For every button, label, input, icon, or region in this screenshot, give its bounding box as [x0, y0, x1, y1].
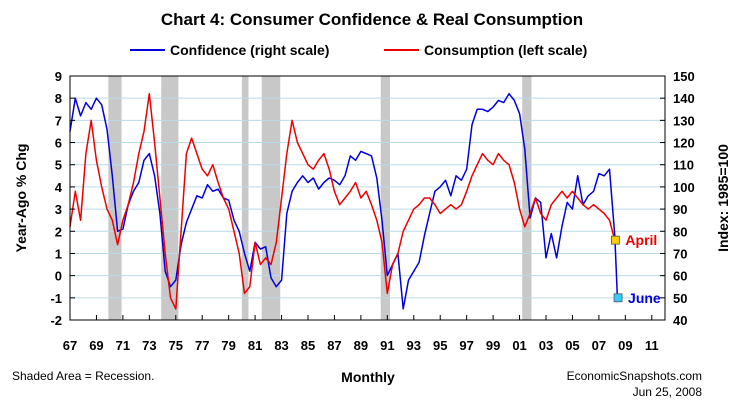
y-right-tick-label-0: 40	[673, 313, 687, 328]
date-note: Jun 25, 2008	[633, 385, 703, 399]
recession-band-5	[522, 76, 532, 320]
x-tick-label-87: 87	[327, 338, 341, 353]
x-tick-labels: 67 69 71 73 75 77 79 81 83 85 87 89 91 93 95 97 99 01 03 05…	[63, 338, 659, 353]
y-right-tick-label-11: 150	[673, 69, 695, 84]
legend-label-confidence: Confidence (right scale)	[170, 42, 329, 58]
x-tick-label-97: 97	[459, 338, 473, 353]
chart-title: Chart 4: Consumer Confidence & Real Cons…	[161, 10, 583, 29]
x-tick-label-01: 01	[512, 338, 526, 353]
x-tick-label-81: 81	[248, 338, 262, 353]
y-axis-right-label: Index: 1985=100	[715, 144, 731, 252]
y-right-tick-label-5: 90	[673, 202, 687, 217]
y-left-tick-label-5: 3	[55, 202, 62, 217]
x-axis-label: Monthly	[341, 369, 395, 385]
endpoint-label-june: June	[628, 290, 661, 306]
y-left-tick-label-0: -2	[50, 313, 62, 328]
x-tick-label-91: 91	[380, 338, 394, 353]
x-tick-label-75: 75	[169, 338, 183, 353]
x-tick-label-85: 85	[301, 338, 315, 353]
x-tick-label-93: 93	[407, 338, 421, 353]
x-tick-label-79: 79	[221, 338, 235, 353]
y-left-tick-label-6: 4	[55, 180, 63, 195]
x-tick-label-69: 69	[89, 338, 103, 353]
x-tick-label-67: 67	[63, 338, 77, 353]
confidence-line	[69, 92, 619, 310]
y-right-tick-label-4: 80	[673, 224, 687, 239]
endpoint-label-april: April	[625, 232, 657, 248]
y-right-tick-label-2: 60	[673, 269, 687, 284]
x-tick-label-83: 83	[274, 338, 288, 353]
y-right-tick-label-1: 50	[673, 291, 687, 306]
y-axis-left-label: Year-Ago % Chg	[13, 144, 29, 253]
y-left-tick-label-8: 6	[55, 136, 62, 151]
series-lines	[69, 92, 619, 310]
endpoint-markers: April June	[611, 232, 661, 306]
y-left-tick-label-3: 1	[55, 246, 62, 261]
y-right-tick-label-10: 140	[673, 91, 695, 106]
y-left-tick-label-11: 9	[55, 69, 62, 84]
y-right-tick-label-6: 100	[673, 180, 695, 195]
x-tick-label-73: 73	[142, 338, 156, 353]
x-tick-label-95: 95	[433, 338, 447, 353]
x-tick-label-05: 05	[565, 338, 579, 353]
x-tick-label-99: 99	[486, 338, 500, 353]
endpoint-marker-june	[613, 293, 623, 303]
x-tick-label-09: 09	[618, 338, 632, 353]
y-left-tick-label-2: 0	[55, 269, 62, 284]
y-right-tick-label-7: 110	[673, 158, 694, 173]
recession-band-4	[380, 76, 390, 320]
y-left-tick-label-7: 5	[55, 158, 62, 173]
y-left-tick-label-1: -1	[50, 291, 62, 306]
y-right-tick-label-3: 70	[673, 246, 687, 261]
consumption-line	[69, 92, 618, 310]
y-left-tick-label-9: 7	[55, 113, 62, 128]
x-tick-label-71: 71	[116, 338, 130, 353]
x-tick-label-03: 03	[539, 338, 553, 353]
endpoint-marker-april	[611, 235, 620, 245]
x-tick-label-11: 11	[645, 338, 659, 353]
x-tick-label-77: 77	[195, 338, 209, 353]
x-tick-label-89: 89	[354, 338, 368, 353]
plot-frame	[69, 75, 666, 321]
source-note: EconomicSnapshots.com	[567, 369, 702, 383]
y-right-tick-label-8: 120	[673, 136, 695, 151]
y-right-tick-label-9: 130	[673, 113, 695, 128]
y-left-tick-label-4: 2	[55, 224, 62, 239]
legend-label-consumption: Consumption (left scale)	[424, 42, 587, 58]
y-right-tick-labels: 40 50 60 70 80 90 100 110 120 130 140 150	[673, 69, 695, 328]
legend: Confidence (right scale) Consumption (le…	[130, 42, 587, 58]
tick-marks	[69, 75, 665, 321]
recession-note: Shaded Area = Recession.	[12, 369, 154, 383]
recession-band-3	[261, 76, 281, 320]
recession-bands	[108, 76, 532, 320]
y-left-tick-labels: -2 -1 0 1 2 3 4 5 6 7 8 9	[50, 69, 62, 328]
x-tick-label-07: 07	[592, 338, 606, 353]
y-left-tick-label-10: 8	[55, 91, 62, 106]
recession-band-2	[241, 76, 249, 320]
